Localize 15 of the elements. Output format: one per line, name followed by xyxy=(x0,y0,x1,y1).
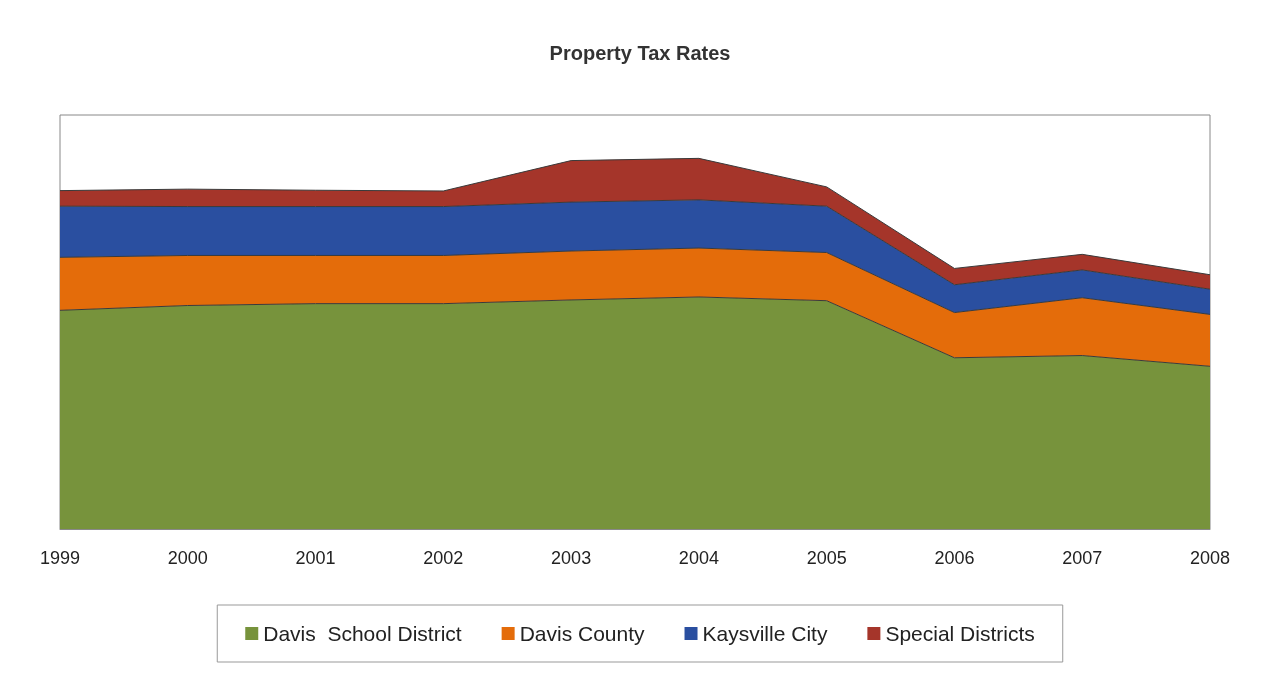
x-tick-label: 2004 xyxy=(678,548,719,568)
x-tick-label: 1999 xyxy=(39,548,81,568)
legend-label: Kaysville City xyxy=(702,622,828,645)
legend-label: Davis County xyxy=(519,622,646,645)
x-tick-label: 2007 xyxy=(1062,548,1103,568)
x-tick-label: 2003 xyxy=(551,548,592,568)
legend-label: Davis School District xyxy=(263,622,462,645)
x-tick-label: 2002 xyxy=(423,548,464,568)
x-tick-label: 2005 xyxy=(806,548,847,568)
legend-label: Special Districts xyxy=(885,622,1035,645)
x-tick-label: 2008 xyxy=(1189,548,1231,568)
x-tick-label: 2001 xyxy=(295,548,336,568)
x-tick-label: 2000 xyxy=(167,548,208,568)
x-tick-label: 2006 xyxy=(934,548,975,568)
chart-title: Property Tax Rates xyxy=(549,42,731,64)
